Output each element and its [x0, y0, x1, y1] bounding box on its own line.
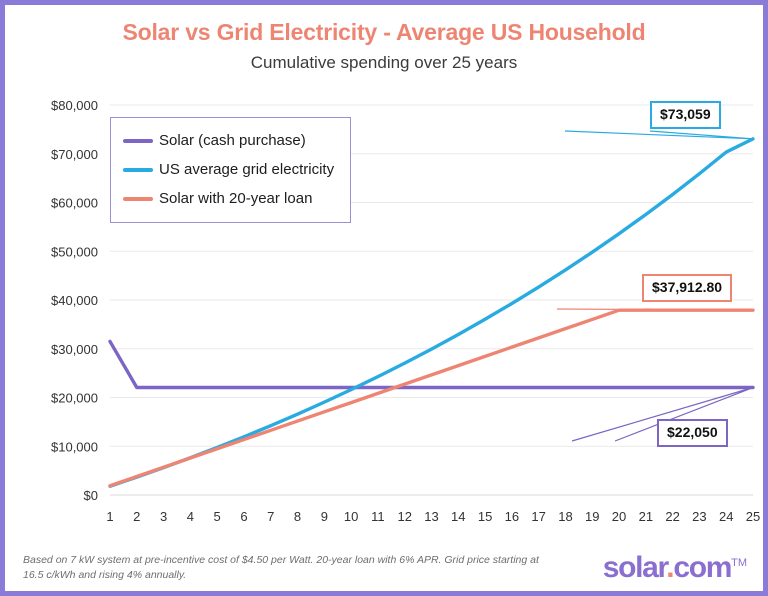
- x-axis-tick-label: 7: [267, 509, 274, 524]
- x-axis-tick-label: 9: [321, 509, 328, 524]
- y-axis-tick-label: $30,000: [51, 342, 98, 357]
- x-axis-tick-label: 10: [344, 509, 358, 524]
- x-axis-tick-label: 22: [665, 509, 679, 524]
- y-axis-tick-label: $60,000: [51, 196, 98, 211]
- legend-item-cash: Solar (cash purchase): [123, 126, 334, 155]
- y-axis-tick-label: $50,000: [51, 244, 98, 259]
- y-axis-tick-label: $0: [84, 488, 98, 503]
- x-axis-tick-label: 16: [505, 509, 519, 524]
- x-axis-tick-label: 23: [692, 509, 706, 524]
- logo-dot: .: [666, 551, 674, 584]
- x-axis-tick-label: 25: [746, 509, 760, 524]
- x-axis-tick-label: 19: [585, 509, 599, 524]
- x-axis-tick-label: 18: [558, 509, 572, 524]
- legend-item-grid: US average grid electricity: [123, 155, 334, 184]
- series-line-2: [108, 308, 755, 488]
- y-axis-tick-label: $20,000: [51, 391, 98, 406]
- line-chart: $0 $10,000 $20,000 $30,000 $40,000 $50,000 $60…: [51, 98, 760, 524]
- x-axis-tick-label: 17: [531, 509, 545, 524]
- x-axis-tick-label: 11: [371, 509, 385, 524]
- callout-leader-grid: [564, 130, 754, 140]
- y-axis-tick-label: $40,000: [51, 293, 98, 308]
- legend-swatch-cash: [123, 138, 153, 143]
- x-axis-tick-label: 15: [478, 509, 492, 524]
- callout-loan-endpoint: $37,912.80: [642, 274, 733, 303]
- chart-plot-area: $0 $10,000 $20,000 $30,000 $40,000 $50,000 $60…: [5, 83, 763, 533]
- callout-grid-endpoint: $73,059: [650, 101, 721, 130]
- x-axis-tick-label: 20: [612, 509, 626, 524]
- y-axis-tick-label: $70,000: [51, 147, 98, 162]
- x-axis-tick-label: 24: [719, 509, 733, 524]
- legend-swatch-grid: [123, 167, 153, 172]
- x-axis-tick-label: 8: [294, 509, 301, 524]
- x-axis-tick-label: 21: [639, 509, 653, 524]
- x-axis-tick-label: 6: [240, 509, 247, 524]
- y-axis-tick-label: $10,000: [51, 439, 98, 454]
- legend-label-grid: US average grid electricity: [159, 161, 335, 178]
- x-axis-tick-label: 4: [187, 509, 194, 524]
- x-axis-tick-label: 13: [424, 509, 438, 524]
- page-subtitle: Cumulative spending over 25 years: [250, 53, 518, 72]
- x-axis-tick-label: 1: [106, 509, 113, 524]
- x-axis-tick-label: 12: [397, 509, 411, 524]
- logo-trademark: TM: [731, 557, 747, 569]
- footnote-text: Based on 7 kW system at pre-incentive co…: [23, 554, 539, 582]
- series-line-0: [108, 339, 755, 390]
- legend-label-loan: Solar with 20-year loan: [159, 190, 313, 207]
- y-axis-tick-label: $80,000: [51, 98, 98, 113]
- legend-item-loan: Solar with 20-year loan: [123, 184, 334, 213]
- logo-domain: com: [673, 551, 732, 584]
- chart-legend: Solar (cash purchase) US average grid el…: [110, 117, 352, 223]
- page-title: Solar vs Grid Electricity - Average US H…: [122, 19, 646, 45]
- legend-label-cash: Solar (cash purchase): [159, 132, 306, 149]
- x-axis-tick-label: 5: [214, 509, 221, 524]
- legend-swatch-loan: [123, 196, 153, 201]
- logo-word: solar: [602, 551, 668, 584]
- callout-cash-endpoint: $22,050: [657, 419, 728, 448]
- x-axis-tick-label: 14: [451, 509, 465, 524]
- solar-com-logo: solar.comTM: [603, 553, 747, 583]
- x-axis-tick-label: 2: [133, 509, 140, 524]
- x-axis-tick-label: 3: [160, 509, 167, 524]
